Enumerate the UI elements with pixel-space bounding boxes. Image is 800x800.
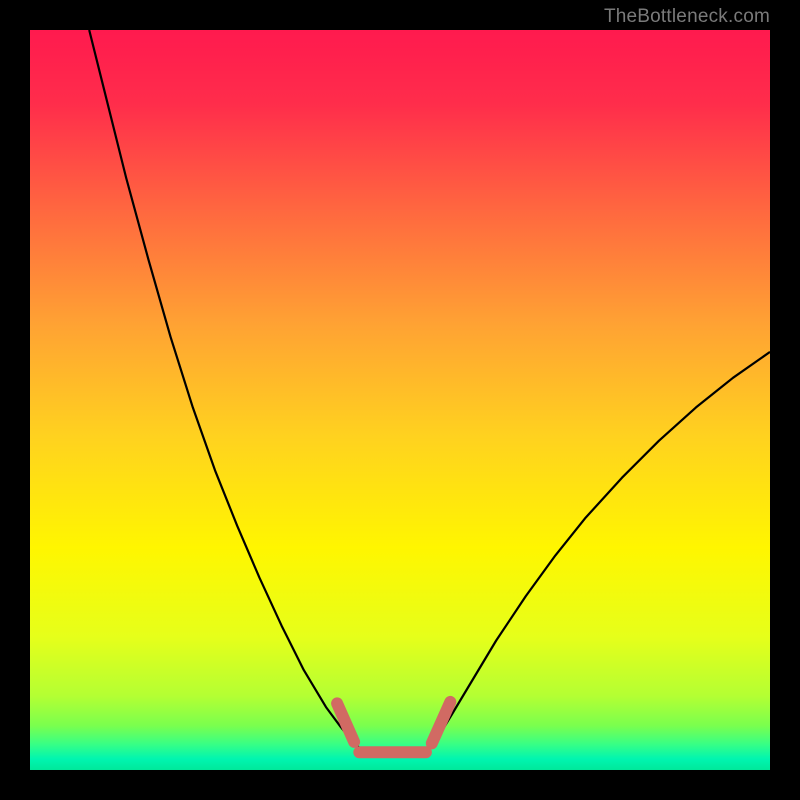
chart-svg-layer — [30, 30, 770, 770]
highlight-right — [432, 702, 451, 743]
watermark-text: TheBottleneck.com — [604, 6, 770, 28]
main-curve-path — [89, 30, 770, 756]
bottleneck-chart — [30, 30, 770, 770]
highlight-left — [337, 703, 354, 741]
